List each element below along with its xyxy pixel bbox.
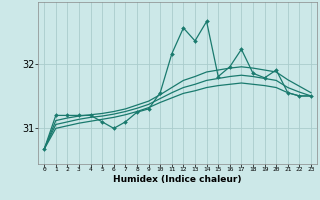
X-axis label: Humidex (Indice chaleur): Humidex (Indice chaleur) [113, 175, 242, 184]
